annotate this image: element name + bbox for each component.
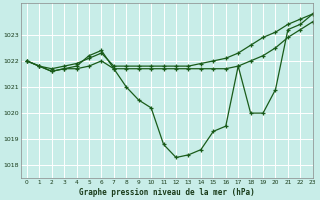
X-axis label: Graphe pression niveau de la mer (hPa): Graphe pression niveau de la mer (hPa): [79, 188, 255, 197]
